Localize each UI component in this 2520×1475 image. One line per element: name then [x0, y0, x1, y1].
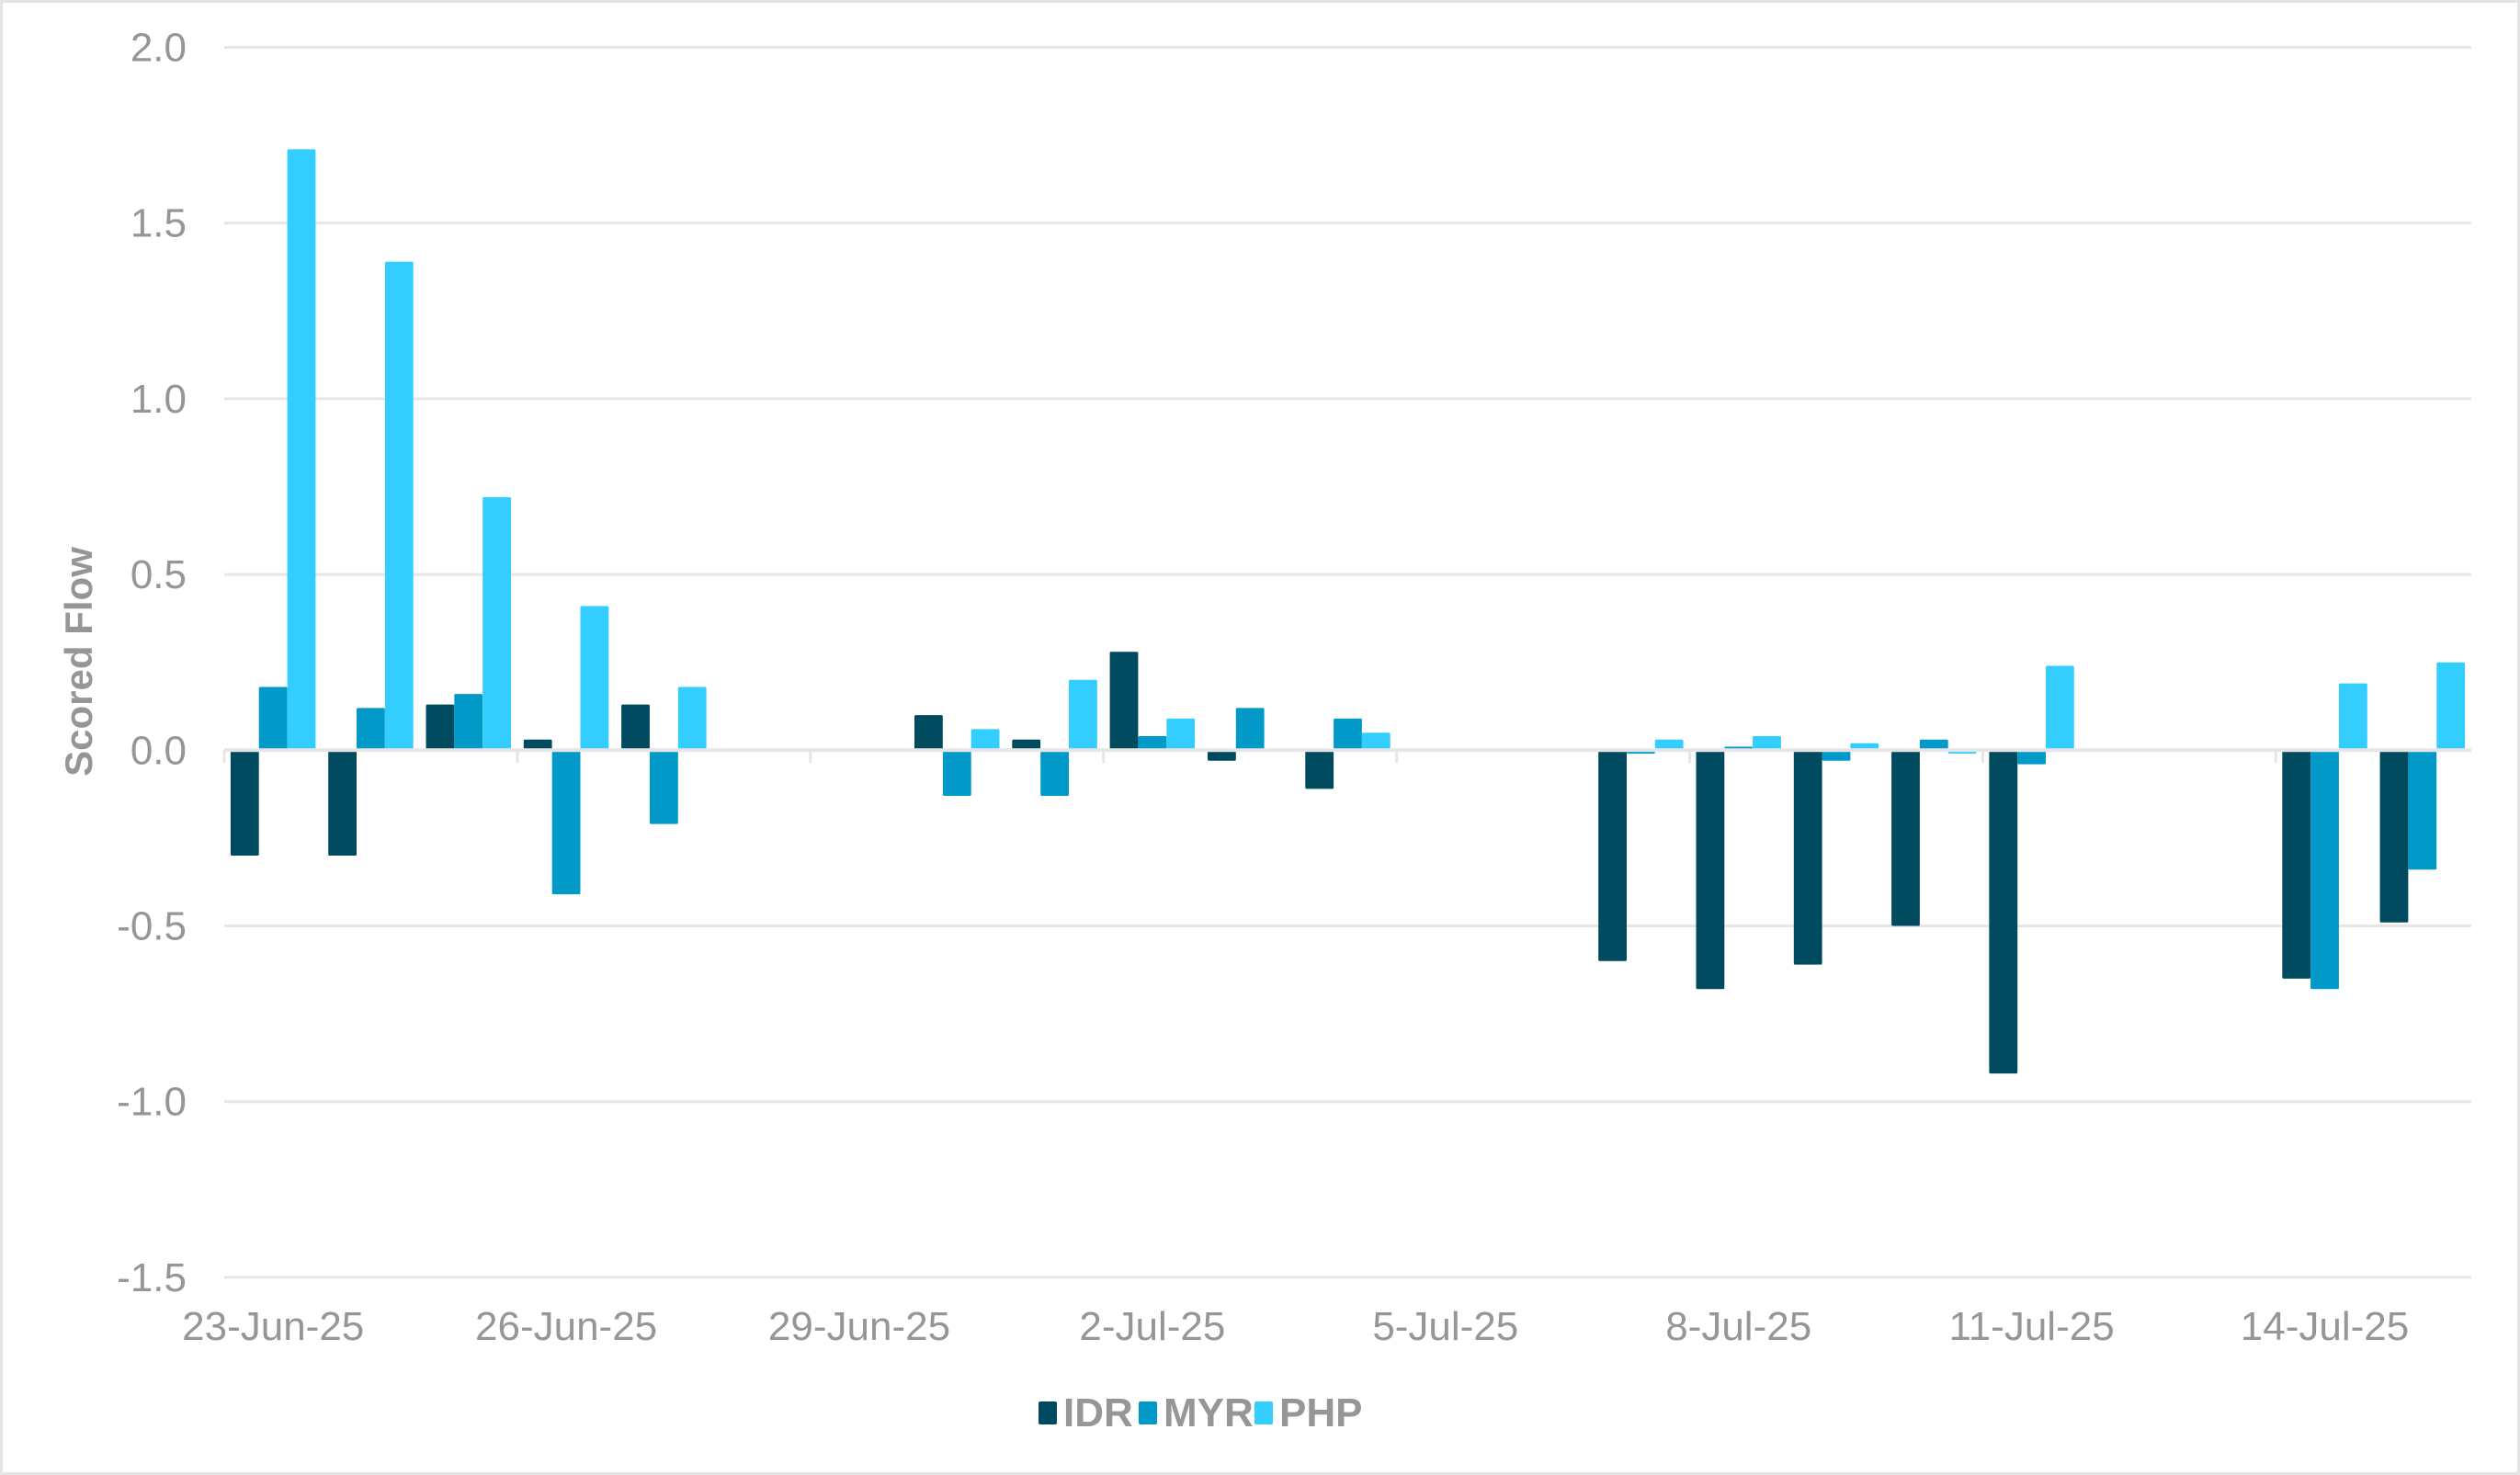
bar-idr [523, 739, 552, 751]
legend-label-idr: IDR [1063, 1390, 1133, 1435]
x-tick-label: 2-Jul-25 [1079, 1304, 1225, 1349]
y-tick-label: -0.5 [117, 904, 187, 949]
bar-idr [1989, 750, 2018, 1074]
bar-myr [2310, 750, 2339, 990]
bar-php [1069, 679, 1097, 751]
bar-myr [942, 750, 971, 796]
x-tick-label: 26-Jun-25 [475, 1304, 657, 1349]
bar-php [287, 149, 316, 751]
legend-label-php: PHP [1279, 1390, 1362, 1435]
bar-myr [1822, 750, 1851, 761]
bar-idr [1012, 739, 1041, 751]
bar-php [2436, 662, 2466, 751]
bar-idr [2379, 750, 2409, 923]
bar-myr [1040, 750, 1069, 796]
bar-php [2339, 683, 2367, 751]
bar-idr [914, 715, 943, 751]
bar-idr [1598, 750, 1627, 961]
bar-php [971, 729, 1000, 751]
bars [230, 149, 2466, 1074]
bar-idr [328, 750, 357, 856]
bar-idr [1109, 652, 1139, 751]
y-tick-label: 1.5 [131, 201, 187, 246]
bar-idr [1891, 750, 1920, 926]
bar-myr [2408, 750, 2437, 870]
bar-php [1166, 718, 1196, 751]
gridlines [224, 46, 2471, 1279]
x-axis [222, 748, 2471, 764]
legend-swatch-idr [1039, 1401, 1057, 1424]
x-tick-label: 14-Jul-25 [2241, 1304, 2409, 1349]
x-tick-label: 5-Jul-25 [1372, 1304, 1518, 1349]
bar-php [384, 261, 414, 751]
bar-idr [1696, 750, 1725, 990]
bar-myr [357, 708, 385, 751]
bar-myr [1919, 739, 1948, 751]
y-tick-label: 0.5 [131, 552, 187, 597]
bar-php [677, 686, 707, 751]
y-axis-tick-labels: 2.0 1.5 1.0 0.5 0.0 -0.5 -1.0 -1.5 [117, 26, 187, 1300]
bar-myr [2017, 750, 2046, 765]
x-axis-tick-labels: 23-Jun-25 26-Jun-25 29-Jun-25 2-Jul-25 5-Jul… [182, 1304, 2409, 1349]
bar-idr [621, 704, 650, 751]
bar-myr [1235, 708, 1265, 751]
bar-php [1361, 732, 1391, 751]
bar-idr [1793, 750, 1822, 965]
bar-myr [454, 694, 483, 751]
bar-myr [650, 750, 678, 824]
bar-idr [426, 704, 455, 751]
y-tick-label: 1.0 [131, 377, 187, 422]
bar-php [1654, 739, 1684, 751]
bar-php [2046, 665, 2074, 751]
bar-idr [1305, 750, 1334, 789]
bar-php [580, 606, 609, 751]
y-tick-label: -1.0 [117, 1080, 187, 1125]
bar-idr [1208, 750, 1236, 761]
x-tick-label: 29-Jun-25 [768, 1304, 950, 1349]
y-tick-label: 0.0 [131, 728, 187, 773]
bar-myr [1138, 736, 1167, 751]
bar-myr [551, 750, 581, 895]
legend-label-myr: MYR [1164, 1390, 1254, 1435]
bar-php [1753, 736, 1781, 751]
y-tick-label: -1.5 [117, 1255, 187, 1300]
bar-php [482, 497, 511, 751]
bar-idr [2282, 750, 2311, 979]
y-axis-title: Scored Flow [57, 547, 100, 777]
bar-myr [1334, 718, 1362, 751]
legend-swatch-php [1254, 1401, 1273, 1424]
legend-swatch-myr [1139, 1401, 1157, 1424]
x-tick-label: 11-Jul-25 [1949, 1304, 2115, 1349]
x-tick-label: 8-Jul-25 [1665, 1304, 1811, 1349]
x-tick-label: 23-Jun-25 [182, 1304, 364, 1349]
legend: IDR MYR PHP [1039, 1390, 1362, 1435]
y-tick-label: 2.0 [131, 26, 187, 71]
bar-idr [230, 750, 259, 856]
bar-myr [258, 686, 288, 751]
